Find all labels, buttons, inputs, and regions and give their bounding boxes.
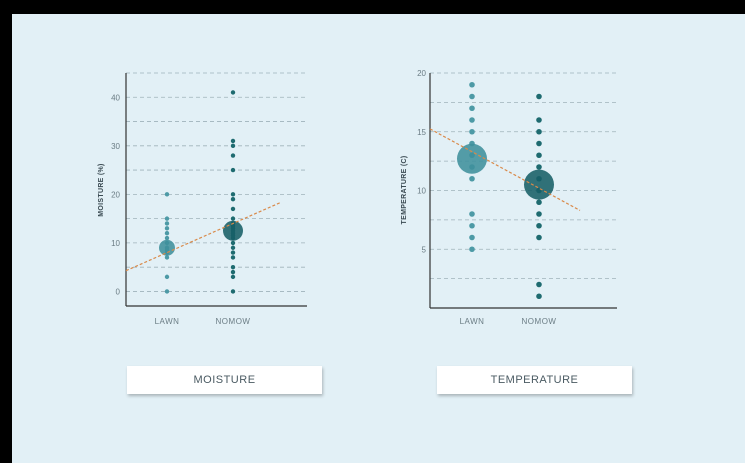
chart-2: 5 10 15 20 TEMPERATURE (C) LAWN NOMOW [401, 69, 617, 326]
data-point [164, 289, 170, 294]
mean-marker [524, 169, 554, 200]
data-point [230, 138, 236, 144]
data-point [230, 240, 236, 246]
data-point [536, 117, 542, 123]
y-tick-label: 15 [417, 128, 426, 137]
data-point [536, 211, 542, 217]
y-tick-label: 20 [417, 69, 426, 78]
y-tick-label: 10 [417, 187, 426, 196]
data-point [164, 221, 170, 226]
data-point [230, 274, 236, 280]
data-point [536, 164, 542, 170]
x-category-label: LAWN [460, 317, 485, 326]
data-point [536, 199, 542, 206]
y-tick-label: 0 [116, 287, 121, 296]
data-point [469, 128, 475, 135]
data-point [230, 192, 236, 197]
data-point [230, 269, 236, 275]
data-point [536, 152, 542, 159]
y-axis-label: TEMPERATURE (C) [401, 156, 408, 225]
data-point [469, 211, 475, 217]
data-point [164, 235, 170, 241]
data-point [230, 264, 236, 270]
data-point [469, 234, 475, 241]
y-tick-label: 20 [111, 190, 120, 199]
data-point [164, 216, 170, 221]
data-point [469, 93, 475, 100]
x-category-label: LAWN [155, 317, 180, 326]
data-point [469, 81, 475, 88]
data-point [230, 167, 236, 173]
data-point [536, 128, 542, 135]
data-point [230, 143, 236, 149]
data-point [164, 255, 170, 260]
y-tick-label: 40 [111, 93, 120, 102]
data-point [230, 153, 236, 158]
data-point [164, 226, 170, 231]
data-point [536, 222, 542, 229]
y-tick-label: 10 [111, 239, 120, 248]
data-point [230, 245, 236, 250]
trend-line [429, 128, 581, 211]
mean-marker [159, 239, 175, 256]
moisture-button[interactable]: MOISTURE [127, 366, 322, 394]
temperature-button[interactable]: TEMPERATURE [437, 366, 632, 394]
data-point [469, 117, 475, 123]
y-axis-label: MOISTURE (%) [98, 163, 105, 216]
data-point [230, 250, 236, 255]
data-point [469, 105, 475, 112]
y-tick-label: 30 [111, 142, 120, 151]
data-point [536, 93, 542, 100]
data-point [469, 246, 475, 253]
data-point [536, 234, 542, 241]
data-point [536, 293, 542, 300]
data-point [536, 140, 542, 147]
data-point [164, 230, 170, 236]
data-point [230, 216, 236, 221]
chart-1: 0 10 20 30 40 MOISTURE (%) LAWN NOMOW [98, 72, 307, 326]
data-point [230, 255, 236, 260]
y-tick-label: 5 [422, 245, 427, 254]
data-point [230, 289, 236, 294]
mean-marker [457, 143, 487, 174]
data-point [164, 274, 170, 280]
data-point [469, 222, 475, 229]
data-point [536, 281, 542, 288]
trend-line [125, 202, 281, 272]
x-category-label: NOMOW [216, 317, 251, 326]
data-point [230, 206, 236, 212]
data-point [164, 192, 170, 197]
data-point [230, 90, 236, 95]
data-point [230, 197, 236, 202]
x-category-label: NOMOW [522, 317, 557, 326]
data-point [469, 175, 475, 182]
